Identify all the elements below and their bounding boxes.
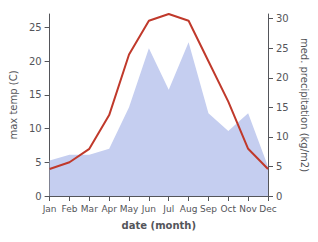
svg-text:15: 15 xyxy=(29,89,42,100)
svg-text:Jul: Jul xyxy=(162,204,174,214)
svg-text:med. precipitation (kg/m2): med. precipitation (kg/m2) xyxy=(299,38,310,172)
svg-text:Aug: Aug xyxy=(180,204,198,214)
svg-text:Dec: Dec xyxy=(259,204,276,214)
svg-text:Jun: Jun xyxy=(141,204,156,214)
svg-text:20: 20 xyxy=(29,56,42,67)
svg-text:0: 0 xyxy=(276,191,282,202)
svg-text:15: 15 xyxy=(276,102,289,113)
svg-text:30: 30 xyxy=(276,13,289,24)
svg-text:max temp (C): max temp (C) xyxy=(8,70,19,139)
svg-text:5: 5 xyxy=(35,157,41,168)
svg-text:5: 5 xyxy=(276,161,282,172)
svg-text:Mar: Mar xyxy=(81,204,98,214)
svg-text:Feb: Feb xyxy=(62,204,78,214)
svg-text:25: 25 xyxy=(29,22,42,33)
svg-text:Sep: Sep xyxy=(200,204,217,214)
svg-text:10: 10 xyxy=(29,123,42,134)
svg-text:20: 20 xyxy=(276,72,289,83)
svg-text:date (month): date (month) xyxy=(122,220,196,231)
svg-text:10: 10 xyxy=(276,131,289,142)
svg-text:25: 25 xyxy=(276,43,289,54)
svg-text:May: May xyxy=(120,204,139,214)
svg-text:Jan: Jan xyxy=(42,204,57,214)
svg-text:Apr: Apr xyxy=(101,204,117,214)
svg-text:Oct: Oct xyxy=(221,204,237,214)
svg-text:Nov: Nov xyxy=(239,204,257,214)
svg-text:0: 0 xyxy=(35,191,41,202)
